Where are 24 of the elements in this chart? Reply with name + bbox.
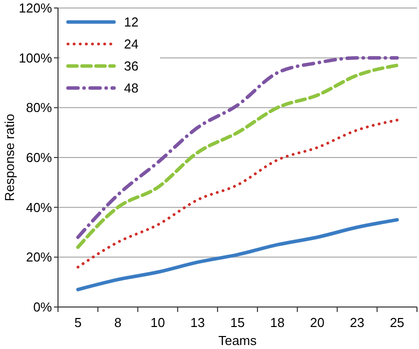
legend-label: 48: [124, 80, 138, 96]
x-tick-label: 8: [114, 315, 122, 330]
y-tick-label: 60%: [26, 150, 52, 166]
legend-label: 36: [124, 58, 138, 74]
legend-label: 24: [124, 36, 138, 52]
line-series: [76, 118, 398, 269]
x-tick-label: 18: [270, 315, 285, 330]
x-tick-label: 13: [190, 315, 205, 330]
x-tick-label: 5: [74, 315, 82, 330]
y-tick-label: 80%: [26, 100, 52, 116]
x-tick-label: 25: [390, 315, 404, 330]
y-tick-label: 100%: [18, 50, 52, 66]
legend-label: 12: [124, 14, 138, 30]
x-tick-label: 23: [350, 315, 364, 330]
y-tick-label: 20%: [26, 250, 52, 265]
y-tick-label: 120%: [18, 0, 52, 16]
line-series: [76, 218, 399, 292]
x-tick-label: 15: [230, 315, 245, 330]
y-tick-label: 40%: [26, 200, 52, 215]
y-tick-label: 0%: [33, 300, 52, 315]
x-axis-title: Teams: [218, 333, 258, 348]
x-tick-label: 10: [150, 315, 165, 330]
y-axis-title: Response ratio: [2, 114, 17, 202]
x-tick-label: 20: [310, 315, 325, 330]
